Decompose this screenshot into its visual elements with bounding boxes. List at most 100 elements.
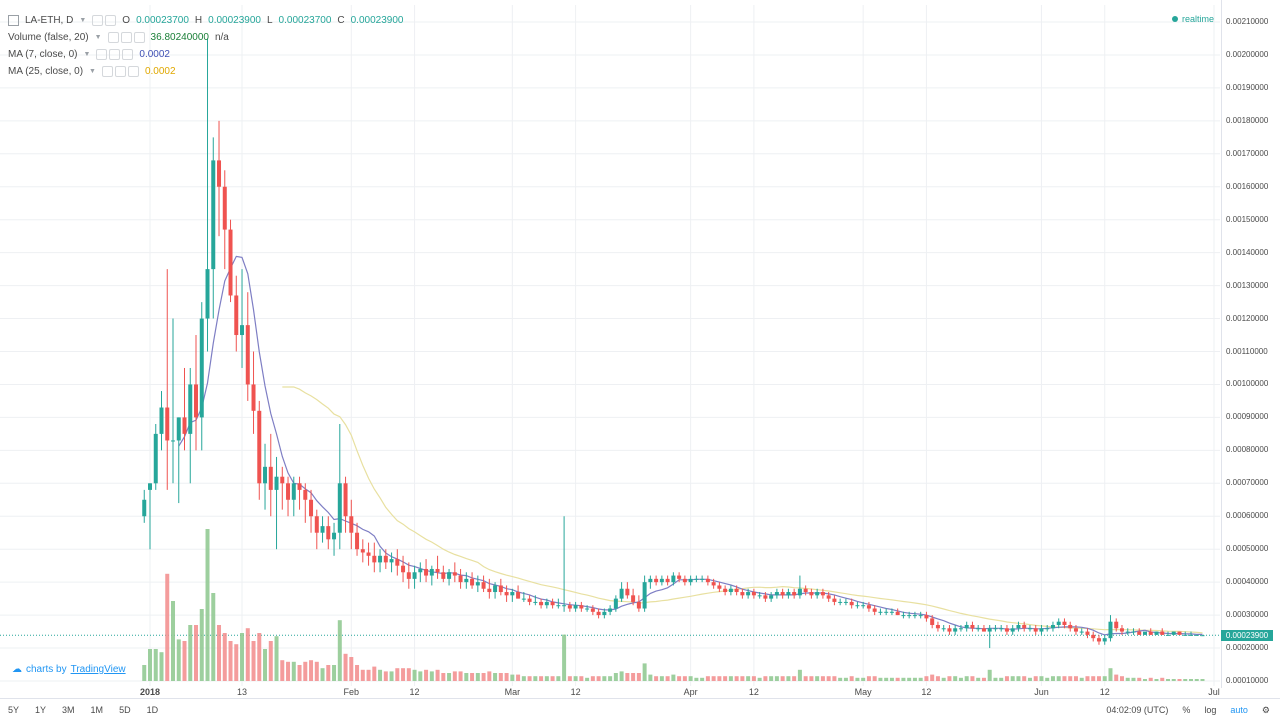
volume-bar: [918, 677, 923, 681]
volume-bar: [337, 620, 342, 681]
scale-percent-button[interactable]: %: [1182, 705, 1191, 715]
candle-body: [792, 592, 797, 596]
chevron-down-icon[interactable]: ▼: [89, 68, 96, 75]
credit-brand[interactable]: TradingView: [70, 664, 126, 675]
volume-bar: [958, 677, 963, 681]
volume-bar: [1027, 677, 1032, 681]
indicator-ma7[interactable]: MA (7, close, 0) ▼ 0.0002: [8, 46, 403, 63]
candle-body: [970, 624, 975, 629]
volume-bar: [964, 676, 969, 681]
chevron-down-icon[interactable]: ▼: [83, 51, 91, 58]
scale-log-button[interactable]: log: [1204, 705, 1217, 715]
indicator-ma25[interactable]: MA (25, close, 0) ▼ 0.0002: [8, 63, 403, 80]
timeframe-1d[interactable]: 1D: [146, 705, 159, 715]
eye-icon[interactable]: [92, 15, 104, 26]
timeframe-3m[interactable]: 3M: [62, 705, 75, 715]
tradingview-credit[interactable]: ☁ charts by TradingView: [12, 664, 126, 675]
candle-body: [1160, 631, 1165, 635]
indicator-volume[interactable]: Volume (false, 20) ▼ 36.80240000 n/a: [8, 29, 403, 46]
candle-body: [533, 601, 538, 603]
volume-bar: [1148, 677, 1153, 681]
symbol-title[interactable]: LA-ETH, D: [25, 15, 74, 26]
volume-bar: [999, 677, 1004, 681]
volume-bar: [395, 668, 400, 681]
candle-body: [1171, 631, 1176, 635]
volume-bar: [636, 673, 641, 681]
timeframe-5y[interactable]: 5Y: [8, 705, 20, 715]
volume-bar: [820, 676, 825, 681]
candle-body: [976, 628, 981, 630]
volume-bar: [780, 676, 785, 681]
volume-bar: [153, 649, 158, 681]
x-tick-label: 2018: [139, 687, 161, 697]
volume-bar: [332, 665, 337, 681]
volume-bar: [1033, 676, 1038, 681]
volume-bar: [625, 673, 630, 681]
eye-icon[interactable]: [101, 66, 113, 77]
settings-icon[interactable]: [105, 15, 117, 26]
volume-bar: [976, 677, 981, 681]
volume-bar: [544, 676, 549, 681]
volume-bar: [608, 676, 613, 681]
candle-body: [872, 608, 877, 612]
volume-bar: [884, 677, 889, 681]
candle-body: [648, 578, 653, 583]
candle-body: [1177, 631, 1182, 635]
timeframe-1y[interactable]: 1Y: [35, 705, 47, 715]
settings-icon[interactable]: [120, 32, 132, 43]
volume-bar: [372, 666, 377, 681]
candle-body: [855, 605, 860, 607]
candle-body: [1039, 628, 1044, 632]
volume-bar: [320, 668, 325, 681]
volume-bar: [659, 676, 664, 681]
bottom-right-controls: 04:02:09 (UTC) % log auto ⚙: [1106, 699, 1280, 721]
y-tick-label: 0.00080000: [1226, 445, 1269, 455]
timeframe-1m[interactable]: 1M: [90, 705, 104, 715]
candle-body: [746, 592, 751, 596]
x-tick-label: 12: [748, 687, 759, 697]
candle-body: [941, 628, 946, 630]
settings-icon[interactable]: [114, 66, 126, 77]
volume-bar: [792, 676, 797, 681]
y-tick-label: 0.00140000: [1226, 247, 1269, 257]
candle-body: [619, 588, 624, 599]
volume-bar: [573, 676, 578, 681]
volume-bar: [464, 673, 469, 681]
chevron-down-icon[interactable]: ▼: [94, 34, 102, 41]
collapse-icon[interactable]: [8, 15, 19, 26]
volume-bar: [866, 676, 871, 681]
close-icon[interactable]: [127, 66, 139, 77]
chevron-down-icon[interactable]: ▼: [79, 17, 87, 24]
y-tick-label: 0.00160000: [1226, 181, 1269, 191]
volume-bar: [481, 673, 486, 681]
y-tick-label: 0.00040000: [1226, 577, 1269, 587]
volume-bar: [1085, 676, 1090, 681]
price-axis[interactable]: [1221, 0, 1280, 688]
x-tick-label: Apr: [683, 687, 698, 697]
candle-body: [694, 578, 699, 580]
candle-body: [470, 578, 475, 586]
candle-body: [521, 598, 526, 600]
volume-bar: [993, 677, 998, 681]
eye-icon[interactable]: [107, 32, 119, 43]
candle-body: [280, 476, 285, 484]
close-icon[interactable]: [122, 49, 134, 60]
gear-icon[interactable]: ⚙: [1261, 704, 1270, 715]
clock[interactable]: 04:02:09 (UTC): [1106, 705, 1169, 715]
timeframe-5d[interactable]: 5D: [119, 705, 131, 715]
candle-body: [452, 572, 457, 576]
eye-icon[interactable]: [96, 49, 108, 60]
candle-body: [205, 269, 210, 319]
candle-body: [349, 516, 354, 533]
close-icon[interactable]: [133, 32, 145, 43]
settings-icon[interactable]: [109, 49, 121, 60]
indicator-name: Volume (false, 20): [8, 32, 89, 43]
candle-body: [849, 601, 854, 606]
volume-bar: [171, 601, 176, 681]
candle-body: [326, 526, 331, 540]
volume-bar: [642, 663, 647, 681]
volume-bar: [245, 628, 250, 681]
scale-auto-button[interactable]: auto: [1230, 705, 1248, 715]
